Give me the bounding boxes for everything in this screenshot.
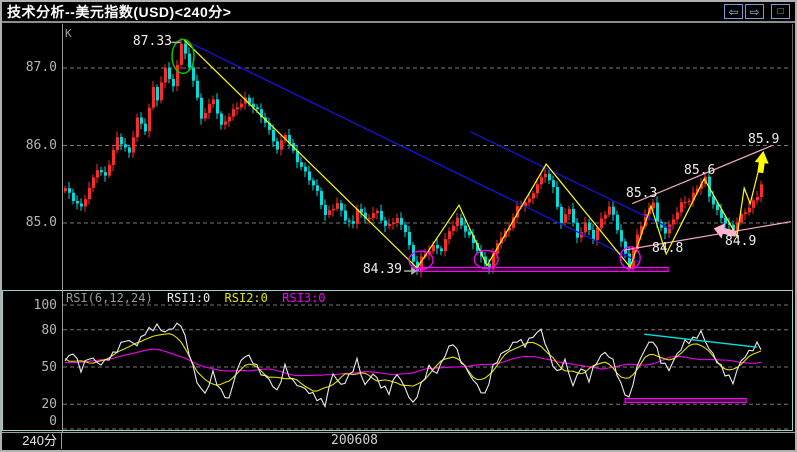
arrow-right-icon: ⇨ bbox=[749, 4, 760, 19]
title-buttons: ⇦ ⇨ □ bbox=[724, 4, 795, 19]
window-title: 技术分析--美元指数(USD)<240分> bbox=[7, 3, 232, 20]
price-label-84-9: 84.9 bbox=[725, 234, 757, 249]
price-label-85-9: 85.9 bbox=[748, 132, 780, 147]
prev-chart-button[interactable]: ⇦ bbox=[724, 4, 743, 19]
rsi1-value-label: RSI1:0 bbox=[166, 291, 211, 305]
restore-window-button[interactable]: □ bbox=[771, 4, 790, 19]
y-axis-tick-87: 87.0 bbox=[25, 60, 57, 75]
rsi2-value-label: RSI2:0 bbox=[224, 291, 268, 305]
rsi-indicator-header: RSI(6,12,24) RSI1:0 RSI2:0 RSI3:0 bbox=[66, 292, 332, 304]
y-axis-tick-86: 86.0 bbox=[25, 138, 57, 153]
price-label-low: 84.39 bbox=[362, 262, 402, 277]
price-label-85-6: 85.6 bbox=[684, 163, 716, 178]
rsi-axis-tick-100: 100 bbox=[33, 298, 57, 313]
price-label-84-8: 84.8 bbox=[652, 241, 684, 256]
rsi-axis-tick-20: 20 bbox=[41, 397, 57, 412]
rsi3-value-label: RSI3:0 bbox=[282, 291, 326, 305]
rsi-axis-tick-50: 50 bbox=[41, 360, 57, 375]
price-label-peak: 87.33 bbox=[132, 34, 172, 49]
arrow-left-icon: ⇦ bbox=[728, 4, 739, 19]
rsi-axis-tick-0: 0 bbox=[49, 414, 57, 429]
y-axis-tick-85: 85.0 bbox=[25, 215, 57, 230]
pane-type-label: K bbox=[65, 27, 72, 40]
rsi-axis-tick-80: 80 bbox=[41, 323, 57, 338]
restore-icon: □ bbox=[777, 5, 784, 17]
title-bar: 技术分析--美元指数(USD)<240分> ⇦ ⇨ □ bbox=[2, 2, 795, 23]
rsi-params-label: RSI(6,12,24) bbox=[66, 291, 153, 305]
period-indicator: 240分 bbox=[2, 433, 62, 449]
price-label-85-3: 85.3 bbox=[626, 186, 658, 201]
status-bar: 240分 200608 bbox=[2, 432, 795, 449]
date-indicator: 200608 bbox=[331, 433, 378, 448]
next-chart-button[interactable]: ⇨ bbox=[745, 4, 764, 19]
